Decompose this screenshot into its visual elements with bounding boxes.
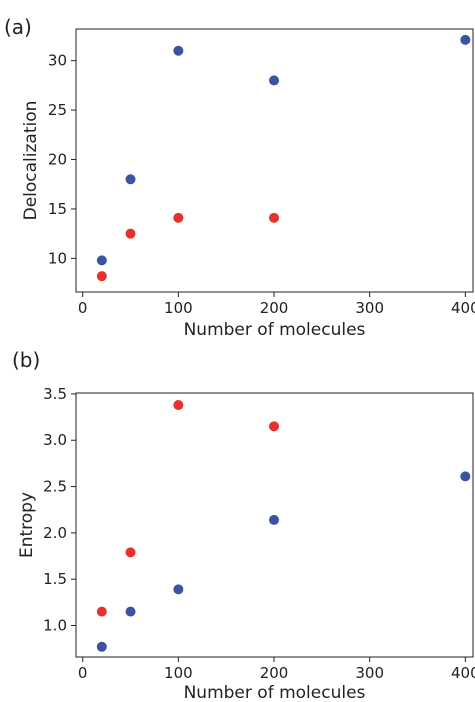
x-tick-label: 100: [164, 664, 193, 682]
y-tick-label: 3.5: [43, 385, 67, 403]
data-point-blue: [125, 606, 136, 617]
x-tick-label: 200: [260, 664, 289, 682]
data-point-blue: [460, 34, 471, 45]
data-point-red: [269, 421, 280, 432]
data-point-red: [269, 212, 280, 223]
panel-label: (b): [12, 348, 40, 372]
y-tick-label: 1.5: [43, 570, 67, 588]
y-tick-label: 10: [48, 249, 67, 267]
data-point-red: [173, 212, 184, 223]
y-axis-label: Delocalization: [21, 101, 41, 221]
data-point-red: [96, 271, 107, 282]
plot-panel-b: 0 100 200 300 400 1.0 1.5 2.0 2.5 3.0 3.5 Number of…: [12, 348, 475, 702]
x-tick-label: 400: [451, 299, 475, 317]
data-point-blue: [96, 255, 107, 266]
y-tick-label: 15: [48, 200, 67, 218]
x-tick-label: 300: [355, 664, 384, 682]
data-point-red: [125, 547, 136, 558]
plot-frame: [75, 28, 474, 293]
data-point-blue: [269, 514, 280, 525]
data-point-blue: [173, 584, 184, 595]
plot-frame: [75, 392, 474, 658]
data-point-blue: [173, 45, 184, 56]
x-tick-label: 100: [164, 299, 193, 317]
plot-panel-a: 0 100 200 300 400 10 15 20 25 30 Number of molecul…: [4, 15, 475, 340]
y-tick-label: 2.5: [43, 478, 67, 496]
y-tick-label: 3.0: [43, 431, 67, 449]
x-axis-label: Number of molecules: [184, 320, 366, 340]
data-point-red: [125, 228, 136, 239]
x-tick-label: 400: [451, 664, 475, 682]
x-tick-label: 300: [355, 299, 384, 317]
x-tick-label: 200: [260, 299, 289, 317]
data-point-blue: [125, 174, 136, 185]
data-point-blue: [460, 471, 471, 482]
y-tick-label: 1.0: [43, 617, 67, 635]
data-point-red: [173, 400, 184, 411]
data-point-red: [96, 606, 107, 617]
panel-label: (a): [4, 15, 32, 39]
y-tick-label: 20: [48, 151, 67, 169]
data-point-blue: [269, 75, 280, 86]
y-tick-label: 2.0: [43, 524, 67, 542]
x-axis-label: Number of molecules: [184, 683, 366, 702]
x-tick-label: 0: [78, 664, 88, 682]
y-tick-label: 30: [48, 52, 67, 70]
data-point-blue: [96, 641, 107, 652]
y-tick-label: 25: [48, 101, 67, 119]
y-axis-label: Entropy: [17, 492, 37, 558]
x-tick-label: 0: [78, 299, 88, 317]
